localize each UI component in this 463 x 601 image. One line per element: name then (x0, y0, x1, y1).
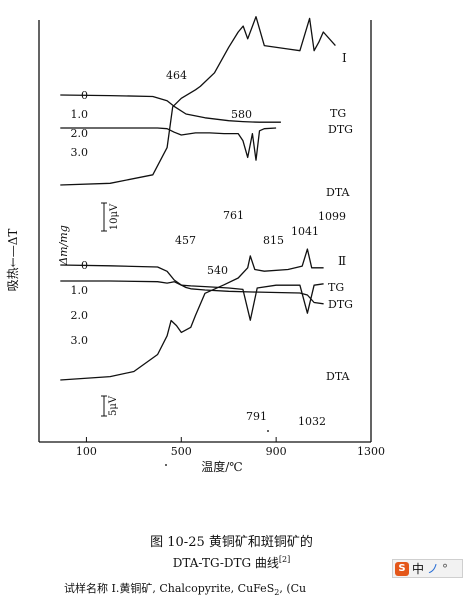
tg-tick-label: 1.0 (71, 284, 89, 297)
tg-tick-label: 3.0 (71, 146, 89, 159)
scale-bar-label: 5μV (108, 395, 119, 416)
peak-label: 457 (175, 234, 196, 247)
legend-dta: DTA (326, 370, 351, 383)
scale-bar: 10μV (101, 202, 120, 232)
panel-label: Ⅰ (342, 51, 347, 65)
x-tick-label: 900 (266, 445, 287, 458)
moon-icon[interactable]: ノ (427, 562, 440, 576)
tg-tick-label: 3.0 (71, 334, 89, 347)
punctuation-icon[interactable]: ° (442, 561, 449, 576)
peak-label: 540 (207, 264, 228, 277)
figure-caption-line1: 图 10-25 黄铜矿和斑铜矿的 (0, 531, 463, 550)
peak-label: 580 (231, 108, 252, 121)
ime-toolbar[interactable]: S 中 ノ ° (392, 559, 463, 578)
panel-bornite: Ⅱ 01.02.03.0 5μV TG DTG DTA 457 540 791 … (60, 234, 353, 428)
tg-tick-label: 2.0 (71, 127, 89, 140)
series-line-dta (60, 16, 336, 186)
sample-tail: , (Cu (279, 582, 307, 595)
series-line-tg (60, 94, 281, 123)
sogou-logo-icon[interactable]: S (395, 561, 409, 576)
outer-y-label: 吸热←—ΔT (6, 229, 20, 292)
series-group (60, 248, 324, 381)
figure-caption-line2: DTA-TG-DTG 曲线[2] (0, 554, 463, 571)
panel-label: Ⅱ (338, 254, 346, 268)
x-tick-label: 500 (171, 445, 192, 458)
caption-text: DTA-TG-DTG 曲线 (172, 556, 279, 570)
scan-dot (165, 464, 167, 466)
peak-label: 1032 (298, 415, 326, 428)
tg-tick-labels: 01.02.03.0 (71, 89, 89, 159)
ime-mode-chinese[interactable]: 中 (412, 562, 425, 576)
tg-tick-label: 1.0 (71, 108, 89, 121)
peak-label: 761 (223, 209, 244, 222)
x-tick-label: 100 (76, 445, 97, 458)
legend-dtg: DTG (328, 123, 353, 136)
peak-label: 791 (246, 410, 267, 423)
peak-label: 815 (263, 234, 284, 247)
panel-chalcopyrite: Ⅰ 01.02.03.0 10μV TG DTG DTA 464 580 761… (60, 16, 353, 247)
sample-name-line: 试样名称 Ⅰ.黄铜矿, Chalcopyrite, CuFeS2, (Cu (64, 580, 306, 597)
peak-label: 1099 (318, 210, 346, 223)
x-tick-label: 1300 (357, 445, 385, 458)
x-axis-title: 温度/℃ (201, 459, 242, 474)
tg-tick-labels: 01.02.03.0 (71, 259, 89, 347)
legend-tg: TG (330, 107, 346, 120)
tg-tick-label: 2.0 (71, 309, 89, 322)
sample-sub: 2 (274, 588, 280, 598)
inner-y-label: Δm/mg (57, 225, 70, 266)
peak-label: 1041 (291, 225, 319, 238)
scan-dot (267, 430, 269, 432)
x-axis-ticks: 100 500 900 1300 (76, 437, 385, 458)
caption-ref: [2] (278, 555, 291, 564)
legend-dta: DTA (326, 186, 351, 199)
series-line-dtg (60, 127, 277, 161)
sample-text: 试样名称 Ⅰ.黄铜矿, Chalcopyrite, CuFeS (64, 582, 275, 595)
legend-tg: TG (328, 281, 344, 294)
series-line-dtg (60, 280, 324, 321)
series-line-dta (60, 248, 324, 381)
caption-text: 图 10-25 黄铜矿和斑铜矿的 (150, 535, 313, 550)
series-group (60, 16, 336, 186)
series-line-tg (60, 264, 324, 305)
peak-label: 464 (166, 69, 187, 82)
plot-frame (38, 20, 372, 443)
scale-bar: 5μV (101, 395, 119, 417)
legend-dtg: DTG (328, 298, 353, 311)
scale-bar-label: 10μV (109, 203, 120, 230)
